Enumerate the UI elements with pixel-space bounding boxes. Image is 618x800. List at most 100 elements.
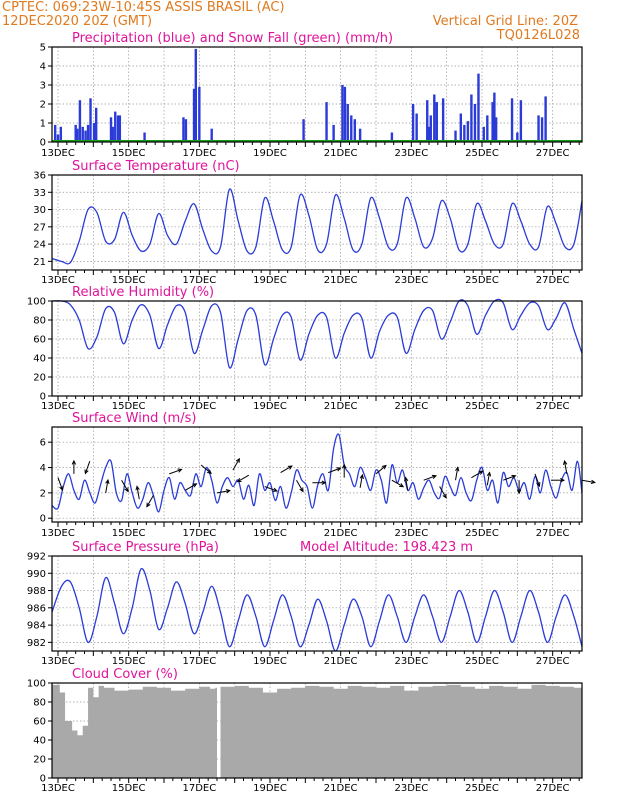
precip-bar (116, 115, 120, 142)
precip-bar (454, 130, 457, 142)
precip-ytick-label: 1 (40, 119, 46, 130)
wind-day-label: 27DEC (536, 528, 570, 539)
wind-day-label: 23DEC (394, 528, 428, 539)
precip-title: Precipitation (blue) and Snow Fall (gree… (72, 31, 393, 46)
wind-arrow (312, 480, 327, 485)
pressure-day-label: 13DEC (41, 656, 75, 667)
humidity-day-label: 15DEC (112, 401, 146, 412)
pressure-day-label: 27DEC (536, 656, 570, 667)
wind-arrow (121, 479, 129, 493)
humidity-frame (51, 300, 583, 397)
wind-day-label: 19DEC (253, 528, 287, 539)
pressure-ytick-label: 986 (27, 603, 46, 614)
cloud-day-label: 25DEC (465, 783, 499, 794)
cloud-day-label: 19DEC (253, 783, 287, 794)
precip-bar (86, 124, 90, 142)
precip-day-label: 23DEC (394, 148, 428, 159)
precip-bar (519, 100, 523, 142)
wind-arrow (562, 459, 568, 474)
humidity-title: Relative Humidity (%) (72, 285, 214, 300)
temperature-day-label: 13DEC (41, 275, 75, 286)
temperature-ytick-label: 21 (33, 257, 46, 268)
pressure-day-label: 25DEC (465, 656, 499, 667)
precip-bar (332, 124, 335, 142)
cloud-day-label: 15DEC (112, 783, 146, 794)
humidity-ytick-label: 40 (33, 354, 46, 365)
precip-bar (353, 119, 357, 142)
wind-arrow (375, 464, 387, 475)
pressure-ytick-label: 990 (27, 569, 46, 580)
precip-bar (210, 128, 213, 142)
wind-arrow (184, 483, 198, 491)
temperature-ytick-label: 36 (33, 171, 46, 182)
precip-bar (94, 107, 98, 142)
precip-bar (433, 94, 436, 142)
precip-bar (143, 132, 146, 142)
wind-arrow (471, 470, 484, 479)
precip-day-label: 27DEC (536, 148, 570, 159)
pressure-day-label: 17DEC (182, 656, 216, 667)
cloud-ytick-label: 100 (27, 679, 46, 690)
wind-arrow (84, 461, 91, 475)
wind-arrow (455, 466, 460, 481)
wind-arrow (486, 471, 492, 486)
precip-bar (194, 48, 198, 142)
precip-bar (346, 104, 349, 142)
header-run-code: TQ0126L028 (496, 28, 580, 43)
cloud-ytick-label: 20 (33, 755, 46, 766)
wind-arrow (216, 489, 231, 494)
precip-bar (470, 94, 473, 142)
humidity-day-label: 21DEC (324, 401, 358, 412)
precip-bar (466, 121, 470, 142)
precip-bar (415, 113, 418, 142)
humidity-ytick-label: 80 (33, 316, 46, 327)
precip-bar (182, 117, 185, 142)
wind-day-label: 17DEC (182, 528, 216, 539)
cloud-day-label: 21DEC (324, 783, 358, 794)
wind-arrow (169, 468, 183, 475)
precip-bar (192, 88, 196, 142)
precip-bar (544, 96, 547, 142)
precip-bar (53, 124, 57, 142)
temperature-ytick-label: 30 (33, 205, 46, 216)
precip-bar (56, 134, 60, 142)
precip-bar (343, 86, 347, 142)
humidity-ytick-label: 60 (33, 335, 46, 346)
precip-frame (51, 46, 583, 143)
header-location: CPTEC: 069:23W-10:45S ASSIS BRASIL (AC) (2, 0, 285, 15)
wind-ytick-label: 6 (40, 438, 46, 449)
precip-day-label: 19DEC (253, 148, 287, 159)
precip-bar (89, 98, 92, 142)
wind-arrow (534, 473, 541, 488)
precip-bar (109, 117, 113, 142)
cloud-title: Cloud Cover (%) (72, 667, 178, 682)
wind-arrow (342, 463, 347, 478)
precip-bar (390, 132, 394, 142)
wind-arrow (296, 479, 304, 493)
wind-arrow (236, 474, 250, 483)
pressure-frame (51, 555, 583, 652)
wind-arrow (264, 486, 279, 492)
precip-bar (325, 102, 328, 142)
precip-day-label: 21DEC (324, 148, 358, 159)
precip-ytick-label: 4 (40, 62, 46, 73)
pressure-panel: 992 990 988 986 984 982 13DEC 15DEC 17DEC 19DEC 21… (27, 540, 583, 667)
precip-bar (78, 100, 82, 142)
precip-bar (537, 115, 540, 142)
precip-bar (486, 115, 489, 142)
precip-bar (118, 115, 122, 142)
precip-bar (81, 126, 84, 142)
precip-bar (92, 123, 96, 142)
precip-day-label: 17DEC (182, 148, 216, 159)
wind-frame (51, 426, 583, 523)
wind-day-label: 13DEC (41, 528, 75, 539)
humidity-day-label: 19DEC (253, 401, 287, 412)
humidity-day-label: 17DEC (182, 401, 216, 412)
wind-arrow (71, 459, 77, 474)
wind-arrow (403, 476, 409, 491)
precip-bar (491, 102, 494, 142)
humidity-day-label: 27DEC (536, 401, 570, 412)
